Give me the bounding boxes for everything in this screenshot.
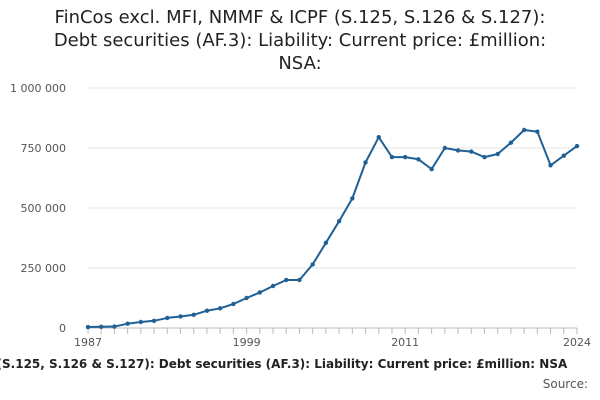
gridlines xyxy=(88,87,577,269)
data-point xyxy=(257,290,263,295)
chart-title-line-1: FinCos excl. MFI, NMMF & ICPF (S.125, S.… xyxy=(54,7,546,28)
data-point xyxy=(521,127,527,133)
data-point xyxy=(561,153,566,158)
y-tick-label: 1 000 000 xyxy=(10,82,66,95)
series-line xyxy=(87,129,578,329)
legend-entry: FinCos excl. MFI, NMMF & ICPF (S.125, S.… xyxy=(0,357,600,371)
data-point xyxy=(389,154,395,160)
data-point xyxy=(310,262,315,267)
data-point xyxy=(112,324,117,329)
y-tick-label: 750 000 xyxy=(21,142,67,155)
data-point xyxy=(455,148,461,153)
data-point xyxy=(350,196,355,201)
chart-title-line-3: NSA: xyxy=(278,53,322,74)
data-point xyxy=(297,277,302,283)
data-point xyxy=(244,295,249,301)
data-point xyxy=(85,324,91,330)
source-label: Source: xyxy=(542,377,588,391)
data-point xyxy=(178,314,183,319)
x-tick-label: 2024 xyxy=(563,336,591,349)
legend-series-name: FinCos excl. MFI, NMMF & ICPF (S.125, S.… xyxy=(0,357,568,371)
data-point xyxy=(165,315,170,321)
x-axis: 1987 1999 2011 2024 xyxy=(74,327,591,349)
data-point xyxy=(469,149,474,154)
y-tick-label: 500 000 xyxy=(21,202,67,215)
data-point xyxy=(99,324,104,329)
data-point xyxy=(535,129,540,134)
data-point xyxy=(191,312,196,317)
x-tick-label: 2011 xyxy=(391,336,419,349)
data-point xyxy=(204,308,210,313)
data-point xyxy=(508,140,514,145)
data-point xyxy=(363,160,368,165)
x-tick-label: 1987 xyxy=(74,336,102,349)
data-point xyxy=(442,145,448,151)
data-point xyxy=(416,157,421,162)
y-tick-label: 0 xyxy=(59,322,66,335)
data-point xyxy=(429,166,434,172)
data-point xyxy=(138,319,144,325)
data-point xyxy=(231,301,236,307)
data-point xyxy=(217,306,223,311)
data-point xyxy=(376,135,381,140)
data-point xyxy=(548,163,553,168)
data-point xyxy=(270,283,276,289)
series xyxy=(85,127,580,330)
data-point xyxy=(323,240,329,245)
y-axis-ticks: 0 250 000 500 000 750 000 1 000 000 xyxy=(10,82,66,335)
data-point xyxy=(125,321,130,326)
chart-title: FinCos excl. MFI, NMMF & ICPF (S.125, S.… xyxy=(0,6,600,75)
data-point xyxy=(151,318,157,323)
chart-title-line-2: Debt securities (AF.3): Liability: Curre… xyxy=(53,30,547,51)
x-tick-label: 1999 xyxy=(233,336,261,349)
data-point xyxy=(336,219,342,224)
data-point xyxy=(402,154,408,160)
data-point xyxy=(284,277,289,283)
data-point xyxy=(574,143,580,149)
data-point xyxy=(482,154,487,160)
y-tick-label: 250 000 xyxy=(21,262,67,275)
data-point xyxy=(495,151,500,157)
